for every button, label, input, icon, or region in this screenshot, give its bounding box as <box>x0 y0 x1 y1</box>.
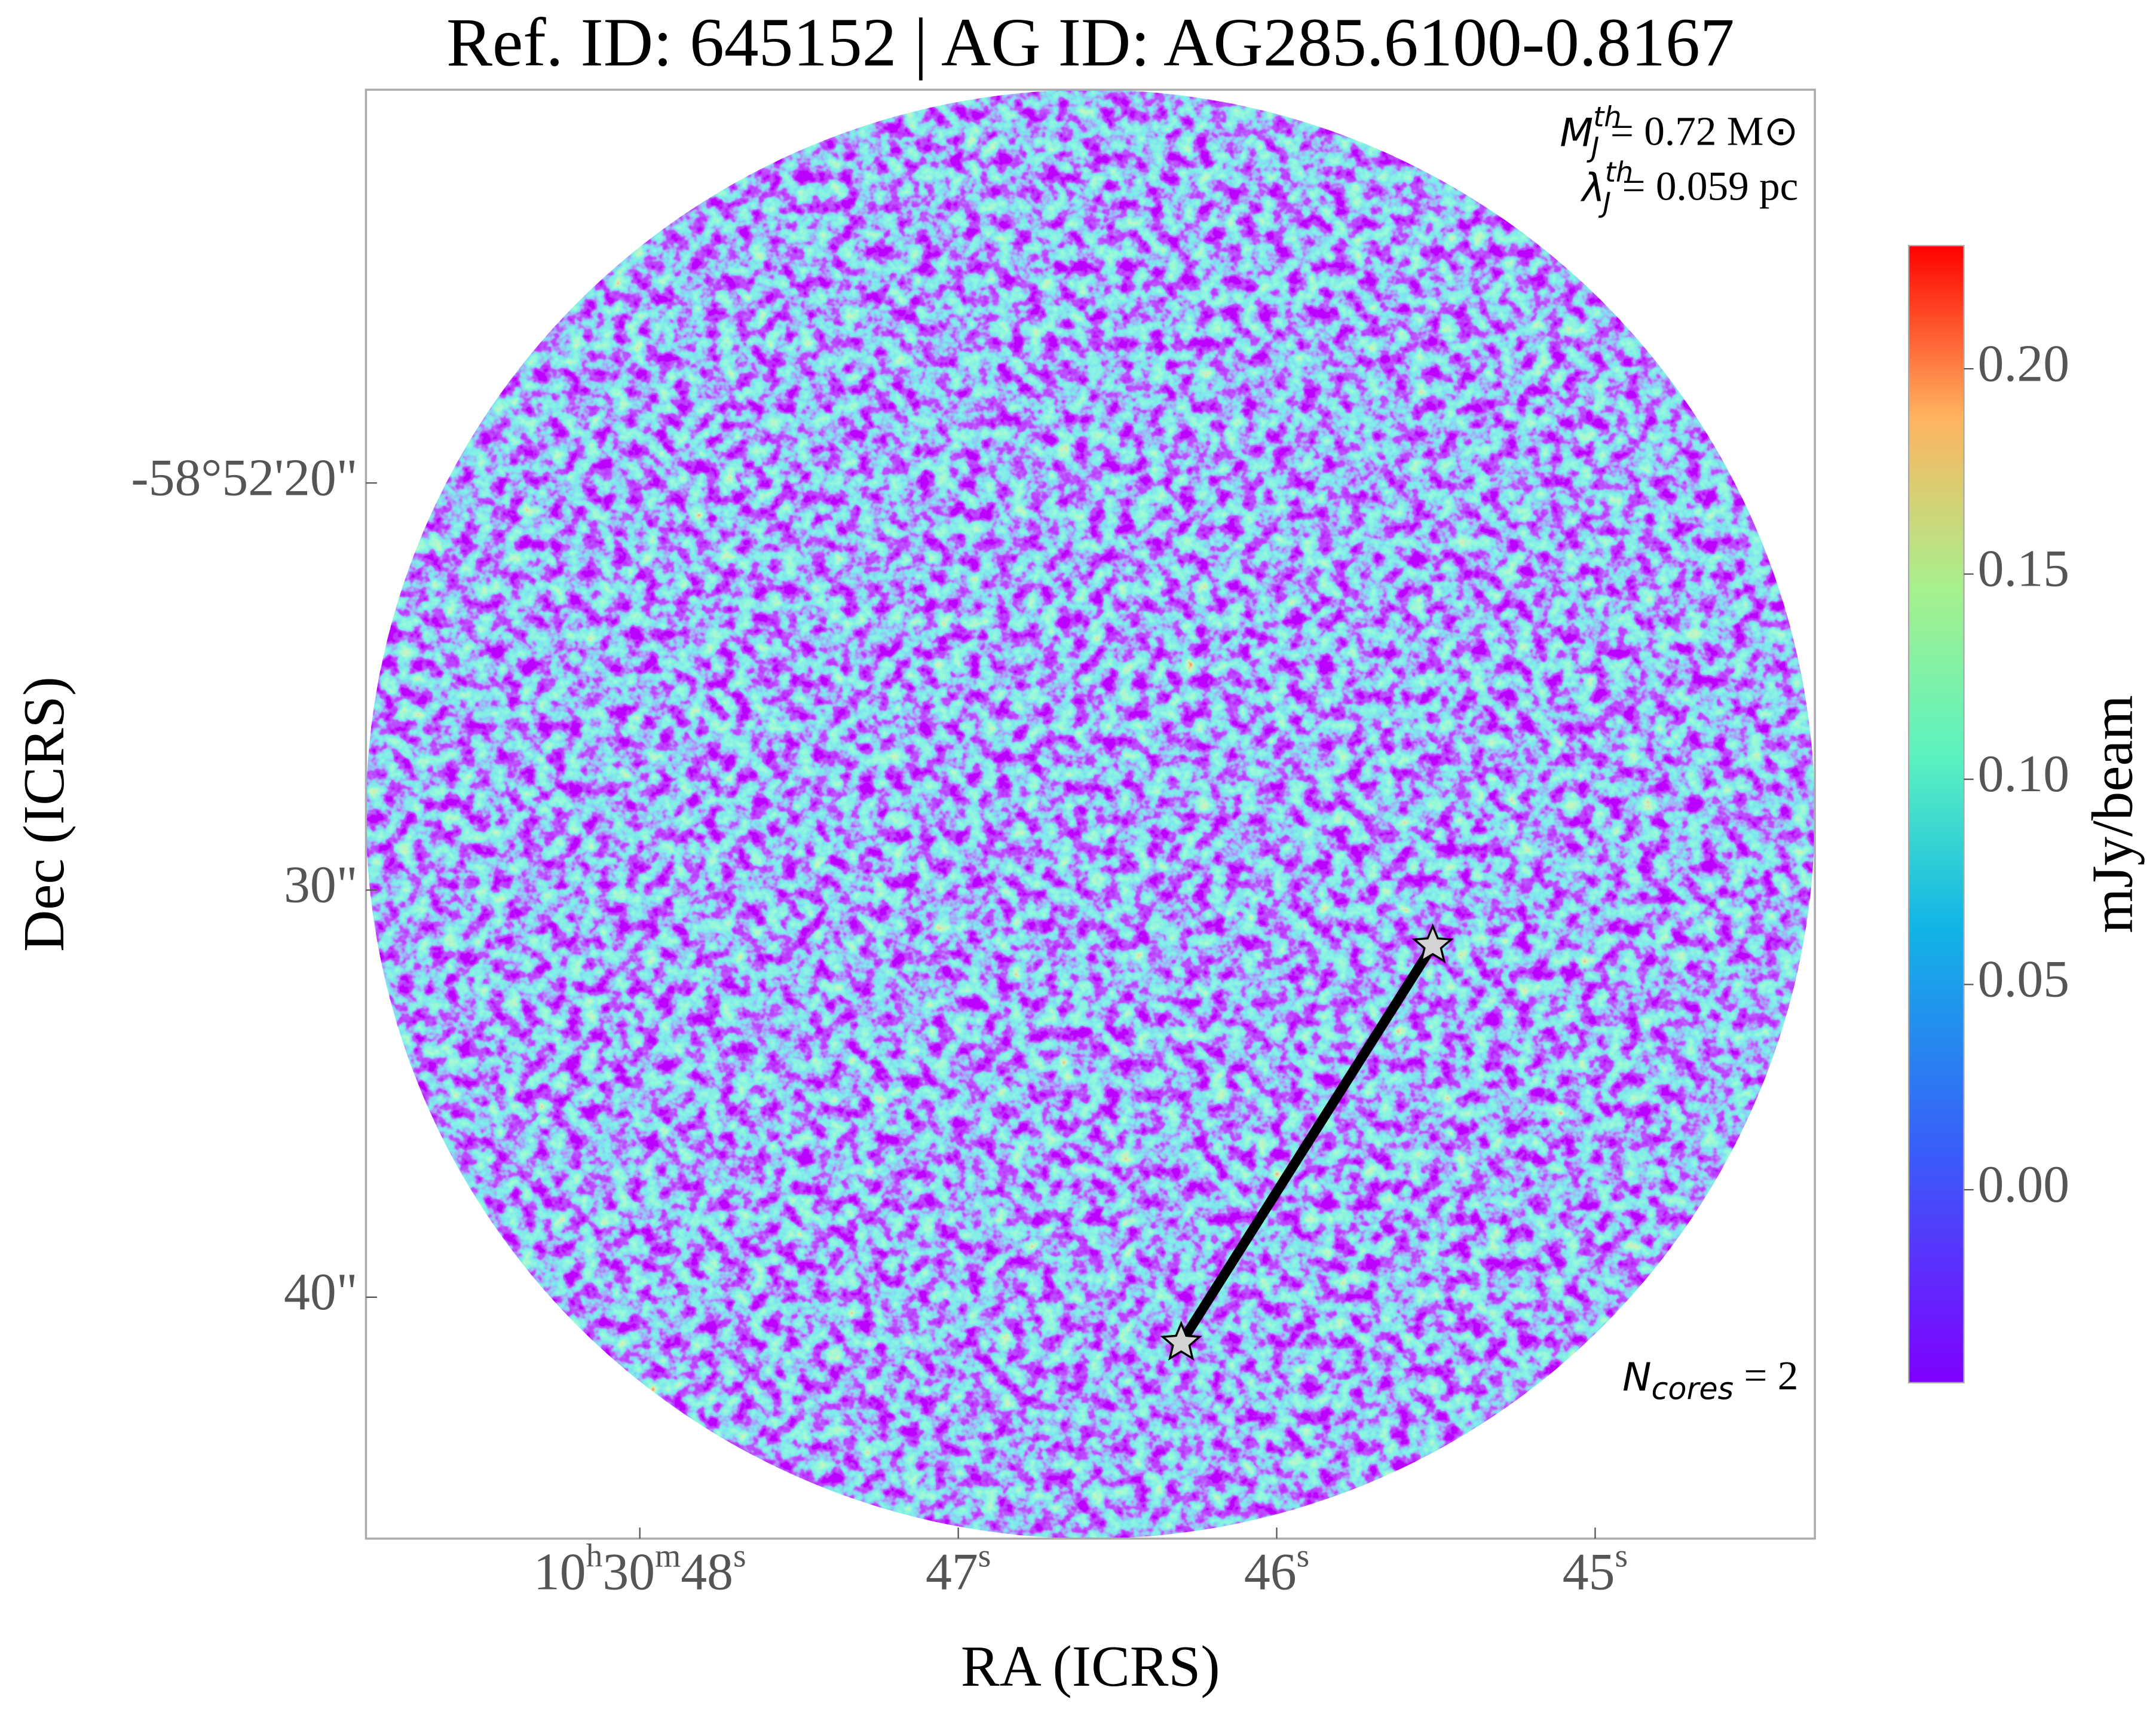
x-tick-label: 45s <box>1563 1538 1628 1601</box>
colorbar <box>1908 244 1965 1384</box>
annotation-sup: th <box>1593 100 1621 133</box>
chart-title: Ref. ID: 645152 | AG ID: AG285.6100-0.81… <box>446 4 1735 81</box>
plot-frame <box>365 88 1816 1540</box>
colorbar-label: mJy/beam <box>2080 695 2144 933</box>
core-marker <box>1160 1321 1202 1361</box>
annotation-text: = 2 <box>1734 1352 1798 1398</box>
y-tick-label: -58°52'20" <box>131 448 357 506</box>
image-map <box>366 90 1815 1539</box>
annotation: Mth J = 0.72 M⊙ <box>1560 100 1798 163</box>
y-axis-label: Dec (ICRS) <box>12 676 76 952</box>
core-link <box>1177 942 1437 1346</box>
y-tick-label: 40" <box>284 1263 358 1321</box>
annotation-symbol: N <box>1622 1355 1651 1400</box>
annotation: λth J = 0.059 pc <box>1581 155 1799 218</box>
core-marker <box>1411 923 1454 963</box>
annotation-text: = 0.72 M⊙ <box>1610 108 1799 154</box>
annotation: Ncores = 2 <box>1622 1352 1798 1407</box>
annotation-sub: cores <box>1651 1371 1734 1407</box>
colorbar-tick-label: 0.05 <box>1978 950 2070 1008</box>
annotation-text: = 0.059 pc <box>1622 163 1798 209</box>
colorbar-tick-label: 0.10 <box>1978 745 2070 803</box>
annotation-sup: th <box>1605 155 1633 188</box>
colorbar-tick-label: 0.15 <box>1978 540 2070 598</box>
x-axis-label: RA (ICRS) <box>961 1634 1220 1698</box>
x-tick-label: 46s <box>1244 1538 1309 1601</box>
annotation-symbol: M <box>1560 111 1593 155</box>
annotation-symbol: λ <box>1581 166 1605 210</box>
colorbar-tick-label: 0.20 <box>1978 334 2070 392</box>
colorbar-tick-label: 0.00 <box>1978 1155 2070 1213</box>
x-tick-label: 10h30m48s <box>534 1538 746 1601</box>
x-tick-label: 47s <box>926 1538 991 1601</box>
y-tick-label: 30" <box>284 856 358 914</box>
